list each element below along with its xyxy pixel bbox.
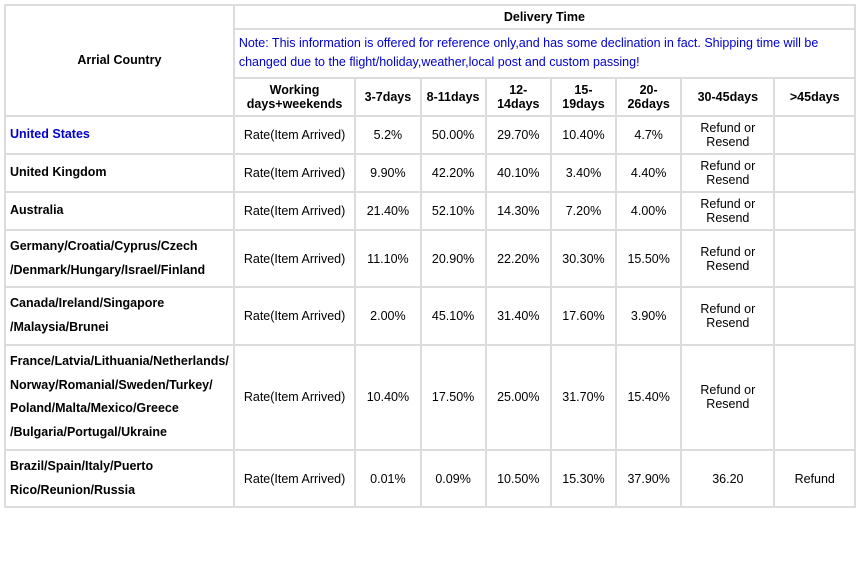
- table-row: United Kingdom Rate(Item Arrived)9.90%42.…: [6, 155, 854, 191]
- country-cell: United States: [6, 117, 233, 153]
- value-cell: 10.40%: [356, 346, 419, 449]
- value-cell: Refund or Resend: [682, 117, 773, 153]
- value-cell: 36.20: [682, 451, 773, 507]
- value-cell: Refund or Resend: [682, 231, 773, 287]
- value-cell: 4.40%: [617, 155, 680, 191]
- col-8-11: 8-11days: [422, 79, 485, 115]
- value-cell: 4.7%: [617, 117, 680, 153]
- delivery-note: Note: This information is offered for re…: [235, 30, 854, 77]
- value-cell: 15.40%: [617, 346, 680, 449]
- value-cell: Refund: [775, 451, 854, 507]
- table-row: United States Rate(Item Arrived)5.2%50.00…: [6, 117, 854, 153]
- value-cell: 30.30%: [552, 231, 615, 287]
- value-cell: 29.70%: [487, 117, 550, 153]
- value-cell: 15.30%: [552, 451, 615, 507]
- value-cell: 3.40%: [552, 155, 615, 191]
- header-delivery-time: Delivery Time: [235, 6, 854, 28]
- country-text: Canada/Ireland/Singapore: [10, 296, 164, 310]
- value-cell: 17.50%: [422, 346, 485, 449]
- value-cell: 0.09%: [422, 451, 485, 507]
- rate-label-cell: Rate(Item Arrived): [235, 346, 355, 449]
- col-working: Working days+weekends: [235, 79, 355, 115]
- col-20-26: 20-26days: [617, 79, 680, 115]
- value-cell: 37.90%: [617, 451, 680, 507]
- value-cell: 40.10%: [487, 155, 550, 191]
- value-cell: 42.20%: [422, 155, 485, 191]
- value-cell: [775, 231, 854, 287]
- value-cell: 11.10%: [356, 231, 419, 287]
- value-cell: 10.50%: [487, 451, 550, 507]
- value-cell: 4.00%: [617, 193, 680, 229]
- table-row: Canada/Ireland/Singapore/Malaysia/Brunei…: [6, 288, 854, 344]
- table-row: Australia Rate(Item Arrived)21.40%52.10%1…: [6, 193, 854, 229]
- rate-label-cell: Rate(Item Arrived): [235, 451, 355, 507]
- value-cell: 52.10%: [422, 193, 485, 229]
- value-cell: [775, 288, 854, 344]
- value-cell: 14.30%: [487, 193, 550, 229]
- rate-label-cell: Rate(Item Arrived): [235, 117, 355, 153]
- value-cell: 31.40%: [487, 288, 550, 344]
- value-cell: 5.2%: [356, 117, 419, 153]
- table-row: France/Latvia/Lithuania/Netherlands/Norw…: [6, 346, 854, 449]
- value-cell: 25.00%: [487, 346, 550, 449]
- col-gt45: >45days: [775, 79, 854, 115]
- value-cell: Refund or Resend: [682, 193, 773, 229]
- country-cell: France/Latvia/Lithuania/Netherlands/Norw…: [6, 346, 233, 449]
- value-cell: 0.01%: [356, 451, 419, 507]
- value-cell: 45.10%: [422, 288, 485, 344]
- country-text: Australia: [10, 203, 64, 217]
- col-12-14: 12-14days: [487, 79, 550, 115]
- value-cell: Refund or Resend: [682, 155, 773, 191]
- rate-label-cell: Rate(Item Arrived): [235, 193, 355, 229]
- country-text: /Malaysia/Brunei: [10, 320, 109, 334]
- value-cell: [775, 155, 854, 191]
- delivery-time-table: Arrial Country Delivery Time Note: This …: [4, 4, 856, 508]
- value-cell: 21.40%: [356, 193, 419, 229]
- table-row: Germany/Croatia/Cyprus/Czech/Denmark/Hun…: [6, 231, 854, 287]
- table-body: United StatesRate(Item Arrived)5.2%50.00…: [6, 117, 854, 507]
- value-cell: 50.00%: [422, 117, 485, 153]
- value-cell: 22.20%: [487, 231, 550, 287]
- col-3-7: 3-7days: [356, 79, 419, 115]
- value-cell: 7.20%: [552, 193, 615, 229]
- value-cell: 2.00%: [356, 288, 419, 344]
- country-cell: Brazil/Spain/Italy/Puerto Rico/Reunion/R…: [6, 451, 233, 507]
- country-text: Norway/Romanial/Sweden/Turkey/: [10, 378, 213, 392]
- header-arrival-country: Arrial Country: [6, 6, 233, 115]
- country-cell: United Kingdom: [6, 155, 233, 191]
- value-cell: 10.40%: [552, 117, 615, 153]
- value-cell: Refund or Resend: [682, 346, 773, 449]
- value-cell: Refund or Resend: [682, 288, 773, 344]
- country-cell: Canada/Ireland/Singapore/Malaysia/Brunei: [6, 288, 233, 344]
- value-cell: 17.60%: [552, 288, 615, 344]
- value-cell: 9.90%: [356, 155, 419, 191]
- country-text: /Bulgaria/Portugal/Ukraine: [10, 425, 167, 439]
- country-text: /Denmark/Hungary/Israel/Finland: [10, 263, 205, 277]
- country-text: Poland/Malta/Mexico/Greece: [10, 401, 179, 415]
- value-cell: 20.90%: [422, 231, 485, 287]
- value-cell: [775, 193, 854, 229]
- country-text: France/Latvia/Lithuania/Netherlands/: [10, 354, 229, 368]
- country-text: Rico/Reunion/Russia: [10, 483, 135, 497]
- rate-label-cell: Rate(Item Arrived): [235, 288, 355, 344]
- col-15-19: 15-19days: [552, 79, 615, 115]
- rate-label-cell: Rate(Item Arrived): [235, 155, 355, 191]
- value-cell: 31.70%: [552, 346, 615, 449]
- country-cell: Germany/Croatia/Cyprus/Czech/Denmark/Hun…: [6, 231, 233, 287]
- country-cell: Australia: [6, 193, 233, 229]
- country-text: Germany/Croatia/Cyprus/Czech: [10, 239, 198, 253]
- value-cell: [775, 117, 854, 153]
- table-row: Brazil/Spain/Italy/Puerto Rico/Reunion/R…: [6, 451, 854, 507]
- col-30-45: 30-45days: [682, 79, 773, 115]
- rate-label-cell: Rate(Item Arrived): [235, 231, 355, 287]
- value-cell: 3.90%: [617, 288, 680, 344]
- country-text: Brazil/Spain/Italy/Puerto: [10, 459, 153, 473]
- value-cell: 15.50%: [617, 231, 680, 287]
- country-text: United Kingdom: [10, 165, 107, 179]
- country-link[interactable]: United States: [10, 127, 90, 141]
- value-cell: [775, 346, 854, 449]
